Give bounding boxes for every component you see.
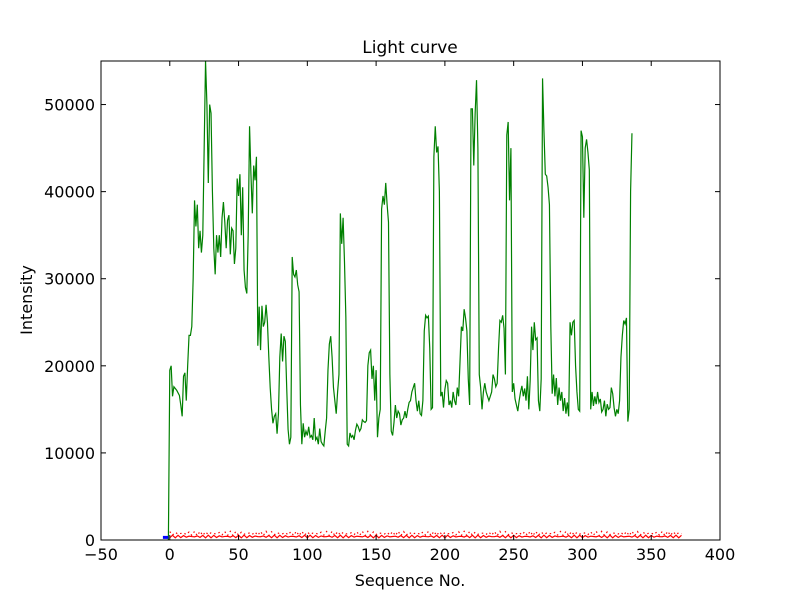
x-tick-label: 0 (165, 545, 175, 564)
y-axis-label: Intensity (17, 265, 36, 335)
series-line-2 (169, 534, 682, 539)
x-tick-label: 200 (430, 545, 461, 564)
y-tick-label: 30000 (44, 270, 95, 289)
x-axis-ticks: −50 0 50 100 150 200 250 300 350 400 (84, 61, 735, 564)
x-tick-label: 100 (292, 545, 323, 564)
x-tick-label: 150 (361, 545, 392, 564)
y-tick-label: 20000 (44, 357, 95, 376)
x-tick-label: 50 (228, 545, 248, 564)
x-tick-label: 300 (567, 545, 598, 564)
y-axis-ticks: 0 10000 20000 30000 40000 50000 (44, 96, 720, 550)
chart-title: Light curve (362, 38, 457, 58)
x-axis-label: Sequence No. (355, 571, 466, 590)
plot-area (162, 61, 682, 540)
series-line-0 (167, 61, 633, 540)
y-tick-label: 10000 (44, 444, 95, 463)
x-tick-label: 400 (705, 545, 736, 564)
y-tick-label: 40000 (44, 183, 95, 202)
y-tick-label: 50000 (44, 96, 95, 115)
y-tick-label: 0 (85, 531, 95, 550)
x-tick-label: −50 (84, 545, 118, 564)
plot-frame (100, 60, 721, 541)
x-tick-label: 250 (498, 545, 529, 564)
x-tick-label: 350 (636, 545, 667, 564)
series-line-1 (169, 530, 682, 537)
